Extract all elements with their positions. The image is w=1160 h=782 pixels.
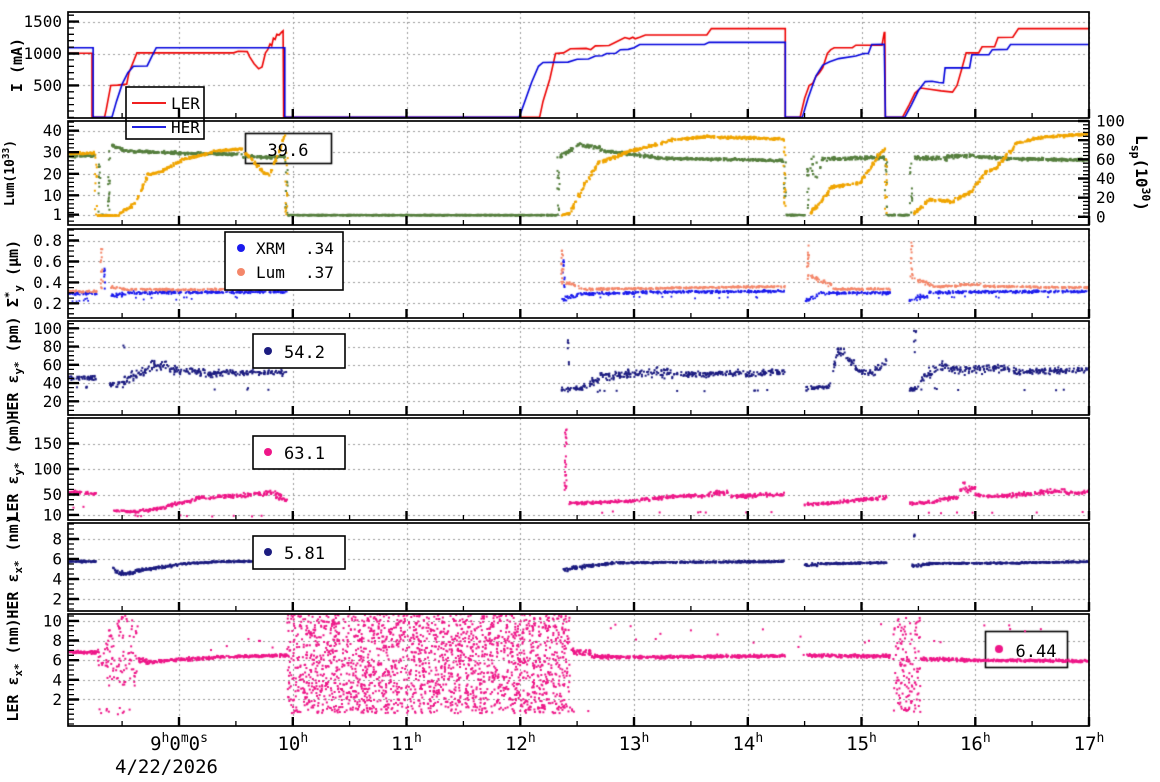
svg-text:6: 6 — [52, 550, 62, 569]
svg-text:1500: 1500 — [23, 12, 62, 31]
svg-text:2: 2 — [52, 690, 62, 709]
svg-text:5.81: 5.81 — [284, 544, 325, 564]
svg-text:80: 80 — [43, 337, 62, 356]
svg-text:40: 40 — [43, 374, 62, 393]
svg-text:500: 500 — [33, 76, 62, 95]
svg-text:11h: 11h — [391, 731, 422, 755]
y-axis-label-current: I (mA) — [8, 38, 26, 92]
svg-text:0.6: 0.6 — [33, 252, 62, 271]
svg-text:Lum: Lum — [256, 263, 285, 282]
svg-text:.34: .34 — [305, 239, 334, 258]
svg-text:50: 50 — [43, 485, 62, 504]
svg-text:60: 60 — [1096, 150, 1115, 169]
value-box-ler-ex: 6.44 — [1016, 642, 1057, 662]
y-axis-label-her-ex: HER εx* (nm) — [4, 515, 25, 618]
value-box-her-ex: 5.81 — [252, 535, 346, 570]
svg-text:0.8: 0.8 — [33, 231, 62, 250]
svg-text:HER: HER — [171, 118, 200, 137]
svg-text:63.1: 63.1 — [284, 444, 325, 464]
svg-text:10: 10 — [43, 186, 62, 205]
svg-text:0: 0 — [1096, 207, 1106, 226]
svg-text:15h: 15h — [846, 731, 877, 755]
svg-text:40: 40 — [43, 121, 62, 140]
x-axis-labels: 9h0m0s 10h 11h 12h 13h 14h 15h 16h 17h — [150, 731, 1104, 755]
svg-text:30: 30 — [43, 143, 62, 162]
svg-text:12h: 12h — [505, 731, 536, 755]
svg-text:54.2: 54.2 — [284, 343, 325, 363]
svg-text:1: 1 — [52, 205, 62, 224]
svg-text:20: 20 — [1096, 188, 1115, 207]
svg-text:1000: 1000 — [23, 44, 62, 63]
y-axis-label-her-ey: HER εy* (pm) — [4, 316, 25, 419]
panel-current: 500 1000 1500 I (mA) — [8, 11, 1091, 119]
svg-text:6: 6 — [52, 651, 62, 670]
svg-text:17h: 17h — [1074, 731, 1105, 755]
value-box-ler-ey: 63.1 — [252, 435, 346, 470]
svg-text:.37: .37 — [305, 263, 334, 282]
svg-text:9h0m0s: 9h0m0s — [150, 731, 208, 755]
svg-text:20: 20 — [43, 392, 62, 411]
svg-text:60: 60 — [43, 355, 62, 374]
svg-text:16h: 16h — [960, 731, 991, 755]
svg-text:4: 4 — [52, 570, 62, 589]
right-axis-label-luminosity: Lsp(1030) — [1129, 135, 1154, 211]
svg-text:0.4: 0.4 — [33, 273, 62, 292]
y-axis-label-luminosity: Lum(1033) — [1, 140, 18, 206]
svg-text:14h: 14h — [732, 731, 763, 755]
svg-text:10: 10 — [43, 505, 62, 524]
svg-text:4: 4 — [52, 670, 62, 689]
svg-text:6.44: 6.44 — [1016, 642, 1057, 662]
svg-text:40: 40 — [1096, 169, 1115, 188]
svg-text:39.6: 39.6 — [268, 141, 309, 161]
svg-text:0.2: 0.2 — [33, 294, 62, 313]
svg-text:100: 100 — [33, 460, 62, 479]
legend-current: LER HER — [125, 86, 205, 140]
svg-text:LER: LER — [171, 94, 200, 113]
value-box-luminosity: 39.6 — [268, 141, 309, 161]
svg-text:8: 8 — [52, 530, 62, 549]
svg-text:8: 8 — [52, 631, 62, 650]
legend-sigma-y: XRM .34 Lum .37 — [224, 231, 344, 291]
svg-text:13h: 13h — [619, 731, 650, 755]
y-axis-label-ler-ey: LER εy* (pm) — [4, 417, 25, 520]
x-axis-date: 4/22/2026 — [115, 756, 218, 778]
svg-text:20: 20 — [43, 164, 62, 183]
svg-text:100: 100 — [33, 319, 62, 338]
value-box-her-ey: 54.2 — [252, 333, 346, 369]
svg-text:2: 2 — [52, 590, 62, 609]
y-axis-label-ler-ex: LER εx* (nm) — [4, 618, 25, 721]
svg-text:10h: 10h — [277, 731, 308, 755]
svg-text:10: 10 — [43, 611, 62, 630]
svg-text:150: 150 — [33, 434, 62, 453]
svg-text:80: 80 — [1096, 131, 1115, 150]
panel-sigma-y: 0.2 0.4 0.6 0.8 Σ*y (μm) — [2, 228, 1091, 319]
y-axis-label-sigma-y: Σ*y (μm) — [2, 240, 25, 307]
svg-text:XRM: XRM — [256, 239, 285, 258]
svg-text:100: 100 — [1096, 112, 1125, 131]
